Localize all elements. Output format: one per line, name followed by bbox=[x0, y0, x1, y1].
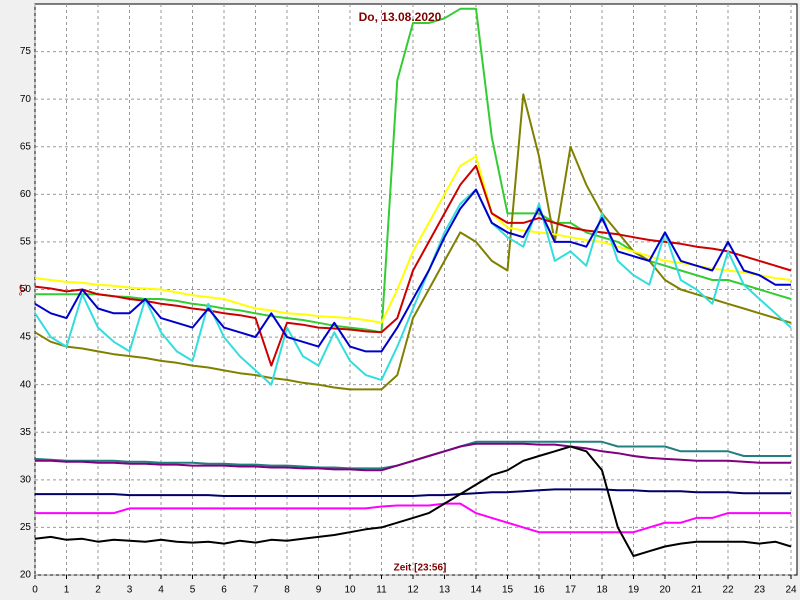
grid bbox=[34, 4, 797, 576]
x-tick-label: 22 bbox=[722, 585, 734, 596]
series-line bbox=[34, 445, 792, 557]
x-tick-label: 21 bbox=[691, 585, 703, 596]
x-tick-label: 1 bbox=[64, 585, 70, 596]
y-tick-label: 45 bbox=[20, 332, 32, 343]
x-tick-label: 24 bbox=[785, 585, 797, 596]
x-tick-label: 4 bbox=[158, 585, 164, 596]
y-tick-label: 75 bbox=[20, 46, 32, 57]
x-tick-label: 10 bbox=[344, 585, 356, 596]
x-tick-label: 16 bbox=[533, 585, 545, 596]
x-tick-label: 7 bbox=[253, 585, 259, 596]
series-line bbox=[34, 93, 792, 391]
series-line bbox=[35, 442, 791, 472]
x-axis-label: Zeit [23:56] bbox=[394, 563, 447, 574]
x-tick-label: 17 bbox=[565, 585, 577, 596]
x-tick-label: 23 bbox=[754, 585, 766, 596]
y-tick-label: 25 bbox=[20, 522, 32, 533]
x-tick-label: 0 bbox=[32, 585, 38, 596]
lines bbox=[34, 7, 792, 557]
x-tick-label: 11 bbox=[376, 585, 387, 596]
y-tick-label: 35 bbox=[20, 427, 32, 438]
x-tick-label: 3 bbox=[127, 585, 133, 596]
y-axis-label: °C bbox=[18, 284, 30, 296]
x-tick-label: 13 bbox=[439, 585, 451, 596]
series-line bbox=[34, 164, 792, 367]
x-tick-label: 14 bbox=[470, 585, 482, 596]
series-line bbox=[35, 502, 791, 534]
x-tick-label: 8 bbox=[284, 585, 290, 596]
x-tick-label: 6 bbox=[221, 585, 227, 596]
x-tick-label: 2 bbox=[95, 585, 101, 596]
y-tick-label: 70 bbox=[20, 94, 32, 105]
y-tick-label: 60 bbox=[20, 189, 32, 200]
series-line bbox=[34, 188, 791, 353]
series-line bbox=[35, 7, 792, 334]
y-tick-label: 50 bbox=[20, 284, 32, 295]
chart-title: Do, 13.08.2020 bbox=[359, 10, 442, 24]
x-tick-label: 20 bbox=[659, 585, 671, 596]
y-tick-label: 20 bbox=[20, 570, 32, 581]
x-tick-label: 19 bbox=[628, 585, 640, 596]
x-tick-label: 5 bbox=[190, 585, 196, 596]
y-tick-label: 40 bbox=[20, 379, 32, 390]
series-line bbox=[35, 488, 791, 497]
x-tick-label: 9 bbox=[316, 585, 322, 596]
y-tick-label: 30 bbox=[20, 474, 32, 485]
series-line bbox=[34, 155, 792, 324]
x-tick-label: 18 bbox=[596, 585, 608, 596]
x-tick-label: 15 bbox=[502, 585, 514, 596]
y-tick-label: 65 bbox=[20, 141, 32, 152]
x-tick-label: 12 bbox=[407, 585, 419, 596]
y-tick-label: 55 bbox=[20, 237, 32, 248]
